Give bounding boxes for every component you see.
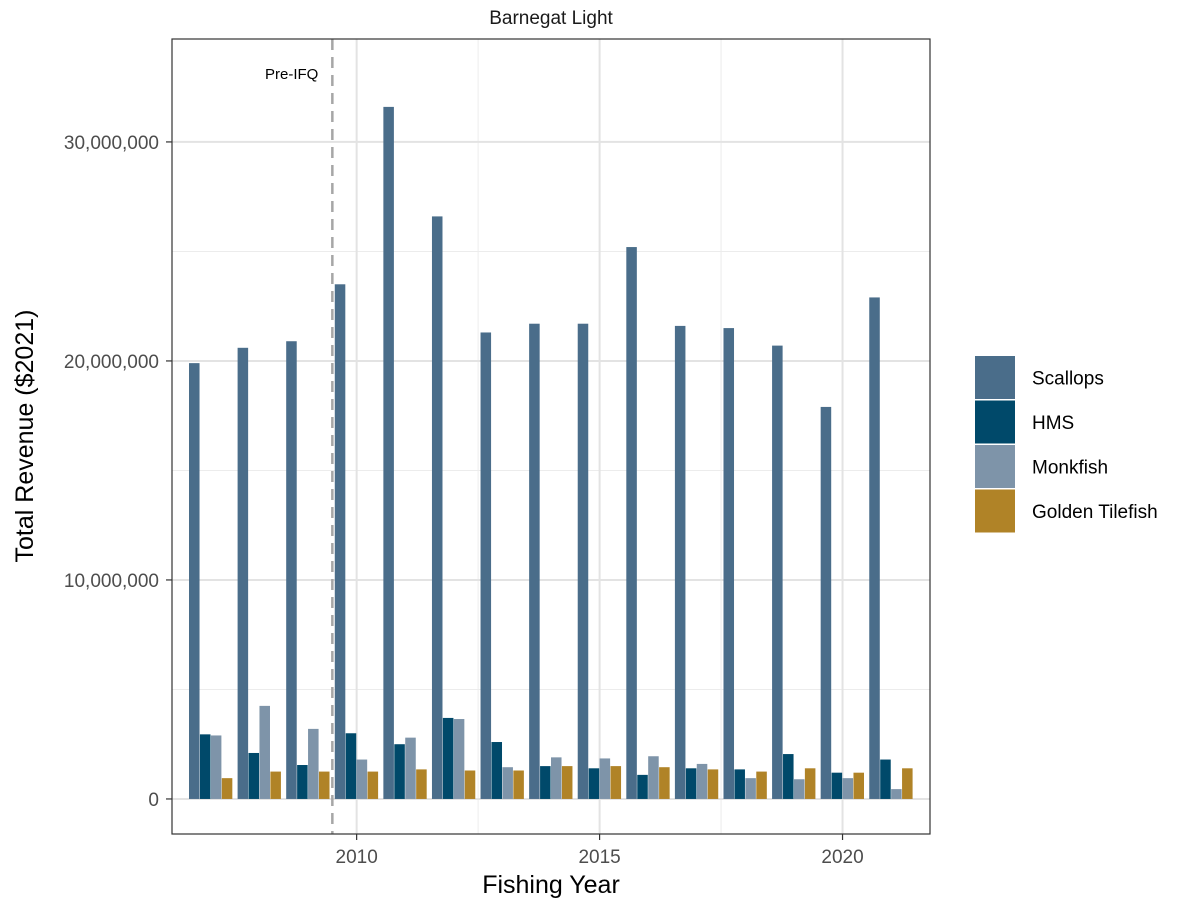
legend-key-scallops [975, 356, 1015, 399]
legend-label-scallops: Scallops [1032, 369, 1104, 390]
bar-golden-tilefish-2010 [367, 771, 379, 799]
bar-hms-2017 [685, 768, 697, 799]
bar-hms-2016 [637, 774, 648, 799]
bar-hms-2020 [831, 772, 843, 799]
bar-hms-2019 [783, 754, 794, 799]
legend-label-golden-tilefish: Golden Tilefish [1032, 502, 1158, 523]
bar-monkfish-2012 [453, 719, 465, 799]
bar-hms-2011 [394, 744, 405, 799]
bar-monkfish-2016 [648, 756, 659, 799]
bar-scallops-2008 [237, 347, 249, 799]
bar-monkfish-2019 [793, 779, 805, 799]
bar-golden-tilefish-2015 [610, 766, 622, 799]
x-axis-title: Fishing Year [482, 871, 620, 899]
x-axis: 2010 2015 2020 [336, 834, 864, 868]
bar-scallops-2012 [431, 216, 443, 799]
bar-scallops-2017 [674, 325, 686, 799]
bar-monkfish-2020 [842, 778, 854, 799]
bar-golden-tilefish-2012 [464, 770, 476, 799]
bar-scallops-2015 [577, 323, 589, 799]
bar-monkfish-2013 [502, 767, 513, 799]
annotation-layer: Pre-IFQ [265, 39, 334, 834]
chart-title: Barnegat Light [489, 8, 613, 29]
bar-monkfish-2010 [356, 759, 368, 799]
bar-monkfish-2018 [745, 778, 756, 799]
bar-hms-2007 [199, 734, 211, 799]
bar-scallops-2018 [723, 328, 735, 799]
legend-key-golden-tilefish [975, 489, 1015, 533]
bar-hms-2012 [442, 717, 454, 799]
legend-key-hms [975, 400, 1015, 444]
bar-golden-tilefish-2007 [221, 778, 233, 799]
pre-ifq-label: Pre-IFQ [265, 66, 318, 83]
bar-hms-2018 [734, 769, 745, 799]
bar-monkfish-2014 [551, 757, 562, 799]
bar-scallops-2014 [529, 323, 540, 799]
bar-scallops-2020 [820, 406, 832, 799]
bar-golden-tilefish-2018 [756, 771, 767, 799]
bar-monkfish-2021 [891, 789, 902, 799]
y-tick-label: 20,000,000 [64, 352, 159, 373]
y-tick-label: 30,000,000 [64, 133, 159, 154]
bar-monkfish-2011 [405, 737, 416, 799]
bar-golden-tilefish-2021 [902, 768, 913, 799]
bar-scallops-2009 [286, 341, 297, 799]
y-axis-title: Total Revenue ($2021) [11, 310, 39, 563]
bar-golden-tilefish-2011 [416, 769, 427, 799]
bar-monkfish-2008 [259, 705, 270, 799]
bar-scallops-2007 [189, 363, 200, 799]
bar-hms-2021 [880, 759, 891, 799]
bar-golden-tilefish-2017 [707, 769, 719, 799]
plot-border [171, 38, 931, 835]
y-axis: 0 10,000,000 20,000,000 30,000,000 [64, 133, 172, 811]
y-tick-label: 0 [148, 790, 159, 811]
bar-scallops-2021 [869, 297, 880, 799]
x-tick-label: 2015 [578, 847, 620, 868]
bar-hms-2013 [491, 742, 503, 799]
x-tick-label: 2010 [336, 847, 378, 868]
bar-hms-2015 [588, 768, 600, 799]
bar-golden-tilefish-2019 [804, 768, 816, 799]
bar-golden-tilefish-2020 [853, 772, 864, 799]
legend-label-hms: HMS [1032, 413, 1074, 434]
bar-scallops-2010 [334, 284, 346, 799]
bar-monkfish-2009 [308, 728, 319, 799]
bar-scallops-2019 [772, 345, 783, 799]
grid [172, 39, 930, 834]
bar-golden-tilefish-2008 [270, 771, 281, 799]
bar-monkfish-2017 [696, 763, 708, 799]
bar-golden-tilefish-2014 [561, 766, 573, 799]
bar-hms-2014 [540, 766, 551, 799]
bars [189, 106, 913, 799]
bar-hms-2009 [297, 765, 308, 799]
y-tick-label: 10,000,000 [64, 571, 159, 592]
legend-key-monkfish [975, 445, 1015, 488]
bar-monkfish-2015 [599, 758, 611, 799]
bar-monkfish-2007 [210, 735, 222, 799]
bar-hms-2008 [248, 752, 260, 799]
bar-scallops-2011 [383, 106, 394, 799]
bar-scallops-2016 [626, 247, 637, 799]
bar-scallops-2013 [480, 332, 492, 799]
x-tick-label: 2020 [821, 847, 863, 868]
bar-golden-tilefish-2009 [318, 771, 330, 799]
bar-hms-2010 [345, 733, 357, 799]
legend-label-monkfish: Monkfish [1032, 458, 1108, 479]
bar-golden-tilefish-2016 [659, 767, 670, 799]
legend: Scallops HMS Monkfish Golden Tilefish [975, 356, 1158, 533]
plot-background [172, 39, 930, 834]
bar-golden-tilefish-2013 [513, 770, 524, 799]
